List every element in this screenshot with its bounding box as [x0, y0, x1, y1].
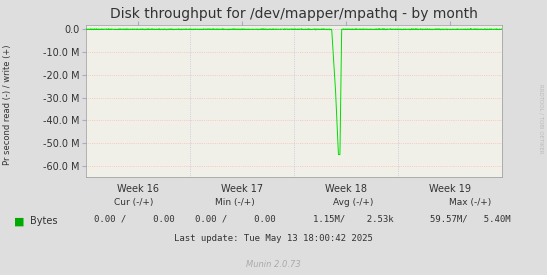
- Text: Max (-/+): Max (-/+): [449, 198, 492, 207]
- Text: Min (-/+): Min (-/+): [216, 198, 255, 207]
- Title: Disk throughput for /dev/mapper/mpathq - by month: Disk throughput for /dev/mapper/mpathq -…: [110, 7, 478, 21]
- Text: Bytes: Bytes: [30, 216, 57, 226]
- Text: Last update: Tue May 13 18:00:42 2025: Last update: Tue May 13 18:00:42 2025: [174, 234, 373, 243]
- Text: 0.00 /     0.00: 0.00 / 0.00: [94, 214, 174, 223]
- Text: Pr second read (-) / write (+): Pr second read (-) / write (+): [3, 44, 11, 165]
- Text: Munin 2.0.73: Munin 2.0.73: [246, 260, 301, 269]
- Text: 0.00 /     0.00: 0.00 / 0.00: [195, 214, 276, 223]
- Text: RRDTOOL / TOBI OETIKER: RRDTOOL / TOBI OETIKER: [538, 84, 543, 153]
- Text: Cur (-/+): Cur (-/+): [114, 198, 154, 207]
- Text: Avg (-/+): Avg (-/+): [333, 198, 373, 207]
- Text: 59.57M/   5.40M: 59.57M/ 5.40M: [430, 214, 511, 223]
- Text: 1.15M/    2.53k: 1.15M/ 2.53k: [312, 214, 393, 223]
- Text: ■: ■: [14, 216, 24, 226]
